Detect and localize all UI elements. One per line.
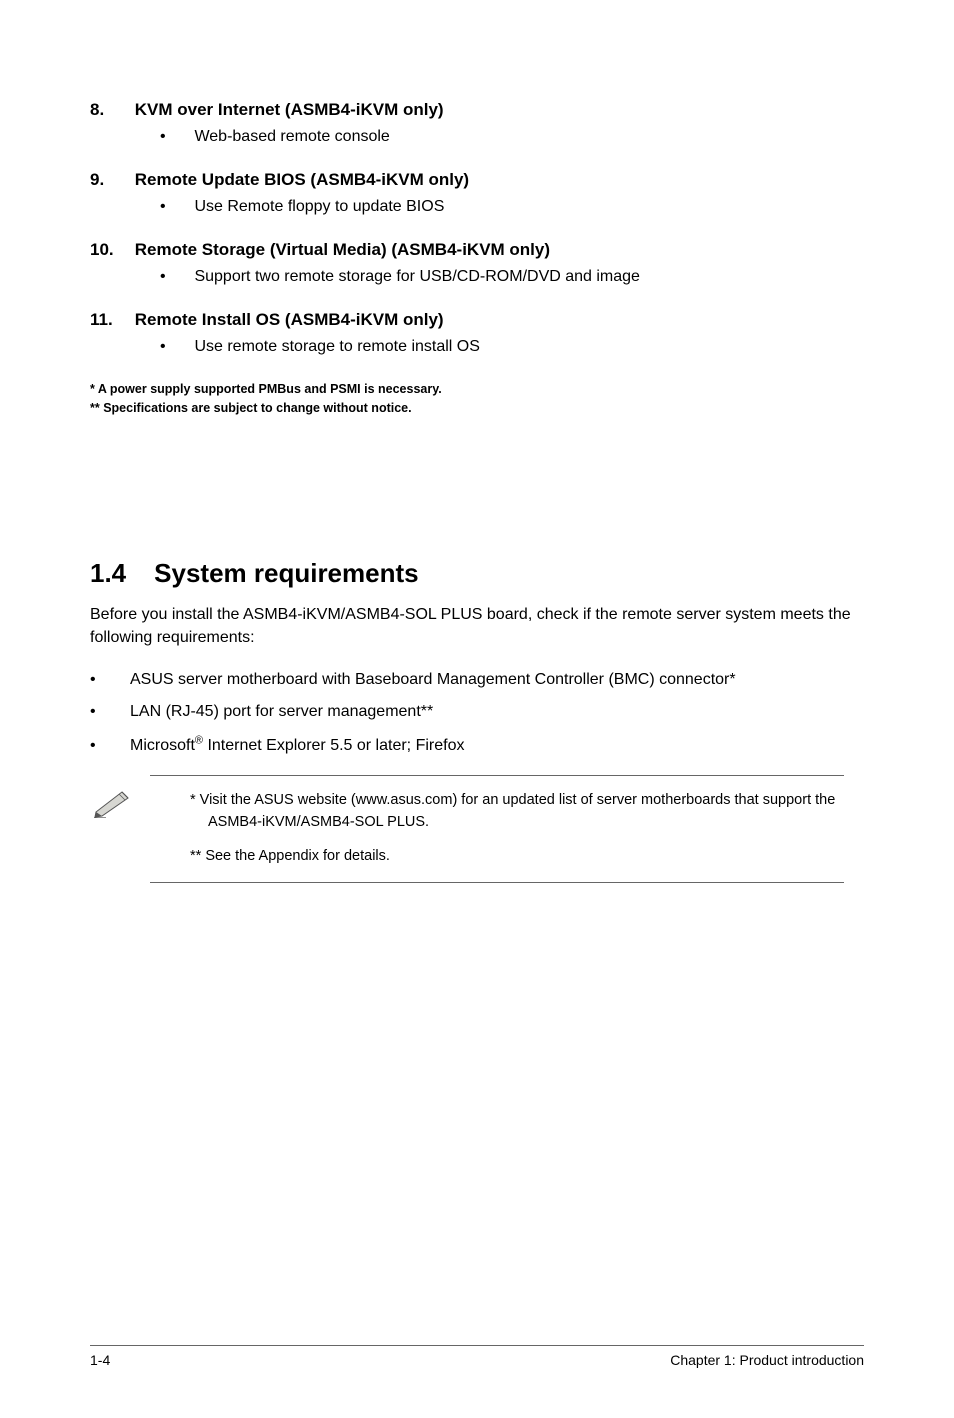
page-number: 1-4: [90, 1352, 110, 1368]
bullet-marker: •: [90, 701, 130, 723]
bullet-marker: •: [160, 268, 190, 286]
feature-bullet: Use remote storage to remote install OS: [194, 338, 479, 355]
feature-title: Remote Storage (Virtual Media) (ASMB4-iK…: [135, 240, 550, 259]
feature-bullet: Support two remote storage for USB/CD-RO…: [194, 268, 640, 285]
note-paragraph: * Visit the ASUS website (www.asus.com) …: [190, 790, 844, 834]
feature-number: 10.: [90, 240, 130, 260]
requirement-text: LAN (RJ-45) port for server management**: [130, 703, 433, 720]
requirement-text: Microsoft® Internet Explorer 5.5 or late…: [130, 737, 464, 754]
section-number: 1.4: [90, 558, 126, 588]
bullet-marker: •: [90, 735, 130, 757]
chapter-label: Chapter 1: Product introduction: [670, 1352, 864, 1368]
section-title: System requirements: [154, 558, 418, 588]
footnote-line: ** Specifications are subject to change …: [90, 399, 864, 418]
page-footer: 1-4 Chapter 1: Product introduction: [90, 1345, 864, 1368]
feature-title: KVM over Internet (ASMB4-iKVM only): [135, 100, 444, 119]
pencil-icon: [92, 786, 134, 818]
feature-title: Remote Update BIOS (ASMB4-iKVM only): [135, 170, 469, 189]
bullet-marker: •: [160, 338, 190, 356]
feature-number: 9.: [90, 170, 130, 190]
section-heading: 1.4 System requirements: [90, 558, 864, 589]
bullet-marker: •: [90, 669, 130, 691]
feature-number: 8.: [90, 100, 130, 120]
feature-bullet: Web-based remote console: [194, 128, 389, 145]
bullet-marker: •: [160, 198, 190, 216]
feature-title: Remote Install OS (ASMB4-iKVM only): [135, 310, 444, 329]
note-paragraph: ** See the Appendix for details.: [190, 846, 844, 868]
requirement-text: ASUS server motherboard with Baseboard M…: [130, 671, 736, 688]
footnote-line: * A power supply supported PMBus and PSM…: [90, 380, 864, 399]
note-box: * Visit the ASUS website (www.asus.com) …: [150, 775, 844, 882]
section-intro: Before you install the ASMB4-iKVM/ASMB4-…: [90, 603, 864, 649]
feature-number: 11.: [90, 310, 130, 330]
bullet-marker: •: [160, 128, 190, 146]
feature-bullet: Use Remote floppy to update BIOS: [194, 198, 444, 215]
